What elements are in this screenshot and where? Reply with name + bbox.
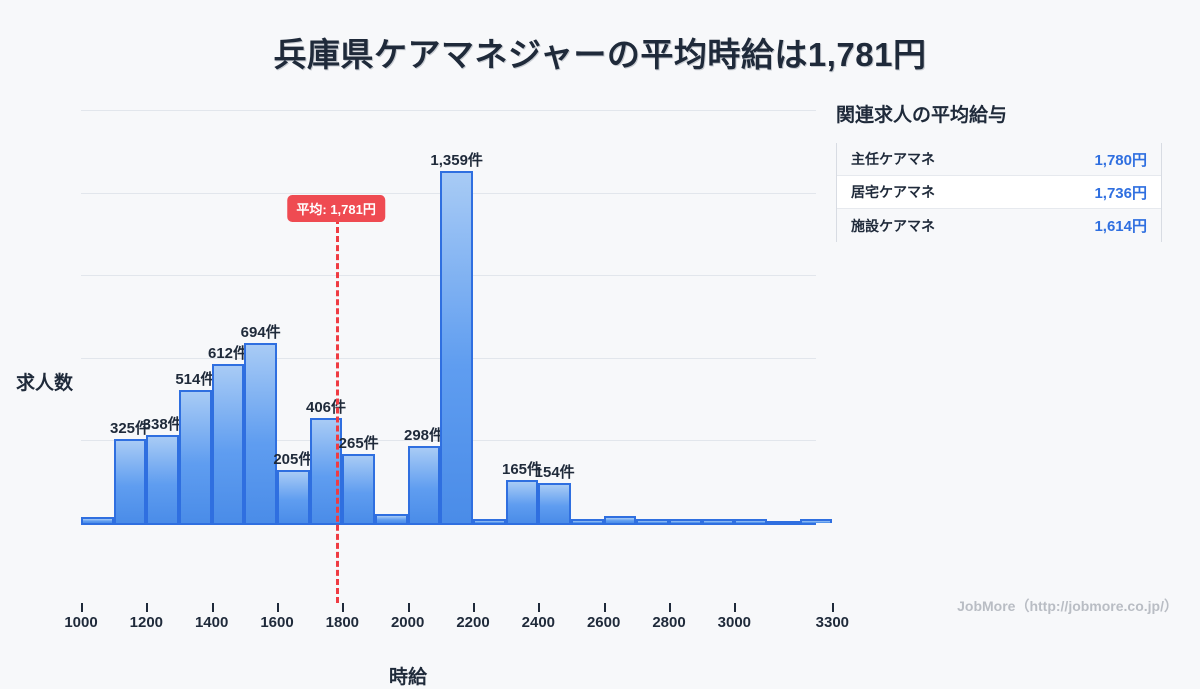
x-tick-label: 2800 xyxy=(652,614,686,631)
x-tick-label: 2600 xyxy=(586,614,621,631)
x-tick-mark xyxy=(407,603,410,612)
x-tick-mark xyxy=(211,603,214,612)
page-title: 兵庫県ケアマネジャーの平均時給は1,781円 xyxy=(273,36,927,73)
histogram-bar xyxy=(799,519,833,523)
x-tick-label: 1200 xyxy=(129,614,164,631)
bar-value-label: 612件 xyxy=(207,345,249,363)
histogram-bar xyxy=(407,445,441,523)
y-axis-label: 求人数 xyxy=(16,373,74,394)
x-tick-label: 3000 xyxy=(717,614,752,631)
salary-row-value: 1,780円 xyxy=(1094,151,1147,169)
salary-table-row[interactable]: 主任ケアマネ 1,780円 xyxy=(837,143,1161,176)
salary-row-name: 居宅ケアマネ xyxy=(851,184,935,200)
bar-value-label: 514件 xyxy=(175,370,216,388)
histogram-bar xyxy=(538,483,571,523)
histogram-chart: 求人数 325件 338件 514件 612件 694件 205件 406件 265件 298件… xyxy=(0,90,849,688)
histogram-bar xyxy=(244,343,277,523)
bar-value-label: 165件 xyxy=(501,461,543,479)
x-tick-label: 1400 xyxy=(194,614,229,631)
x-tick-mark xyxy=(832,603,835,612)
bar-value-label: 154件 xyxy=(534,464,575,482)
histogram-bar xyxy=(375,513,408,523)
x-tick-mark xyxy=(342,603,345,612)
x-tick-mark xyxy=(669,603,671,612)
x-tick-mark xyxy=(146,603,149,612)
bar-value-label: 338件 xyxy=(142,416,183,434)
sidebar-title: 関連求人の平均給与 xyxy=(836,105,1008,126)
bar-value-label: 694件 xyxy=(240,324,281,342)
bar-value-label: 298件 xyxy=(403,426,445,444)
histogram-bar xyxy=(113,438,147,523)
histogram-bar xyxy=(571,519,604,523)
histogram-bar xyxy=(767,521,800,523)
histogram-bar xyxy=(440,171,473,523)
average-badge: 平均: 1,781円 xyxy=(287,195,385,222)
histogram-bar xyxy=(603,516,637,523)
bar-value-label: 205件 xyxy=(273,450,314,468)
gridline xyxy=(81,110,816,111)
histogram-bar xyxy=(179,389,212,523)
histogram-bar xyxy=(473,519,506,523)
histogram-bar xyxy=(669,519,702,523)
histogram-bar xyxy=(342,454,375,523)
x-tick-mark xyxy=(603,603,606,612)
histogram-bar xyxy=(636,519,669,523)
bar-value-label: 1,359件 xyxy=(430,152,483,169)
salary-row-name: 主任ケアマネ xyxy=(851,151,935,167)
x-tick-label: 3300 xyxy=(815,614,850,631)
salary-table-row[interactable]: 居宅ケアマネ 1,736円 xyxy=(837,176,1161,209)
bar-value-label: 325件 xyxy=(109,419,151,437)
histogram-bar xyxy=(505,480,539,523)
salary-table-row[interactable]: 施設ケアマネ 1,614円 xyxy=(837,209,1161,242)
x-tick-label: 1600 xyxy=(260,614,294,631)
histogram-bar xyxy=(734,519,767,523)
plot-area: 325件 338件 514件 612件 694件 205件 406件 265件 298件 1,35… xyxy=(81,100,833,525)
salary-row-value: 1,614円 xyxy=(1094,218,1147,235)
histogram-bar xyxy=(277,469,310,523)
salary-row-name: 施設ケアマネ xyxy=(851,217,935,234)
histogram-bar xyxy=(146,435,179,523)
x-tick-mark xyxy=(473,603,475,612)
x-tick-mark xyxy=(81,603,83,612)
salary-row-value: 1,736円 xyxy=(1094,184,1147,202)
footer-attribution: JobMore（http://jobmore.co.jp/） xyxy=(957,598,1178,614)
x-tick-mark xyxy=(277,603,279,612)
histogram-bar xyxy=(81,517,114,523)
x-tick-label: 2400 xyxy=(521,614,556,631)
x-axis-line xyxy=(81,523,816,525)
x-tick-mark xyxy=(538,603,541,612)
salary-table: 主任ケアマネ 1,780円居宅ケアマネ 1,736円施設ケアマネ 1,614円 xyxy=(836,143,1162,242)
bar-value-label: 406件 xyxy=(305,398,347,416)
x-tick-label: 1800 xyxy=(325,614,360,631)
x-axis-ticks: 1000 1200 1400 1600 1800 2000 2200 2400 2600 2800… xyxy=(64,603,849,633)
x-tick-mark xyxy=(734,603,737,612)
average-line xyxy=(336,218,340,603)
histogram-bar xyxy=(211,364,245,523)
x-tick-label: 2200 xyxy=(456,614,490,631)
related-salary-panel: 関連求人の平均給与 主任ケアマネ 1,780円居宅ケアマネ 1,736円施設ケアマネ… xyxy=(836,100,1166,242)
histogram-bar xyxy=(701,519,735,523)
bar-value-label: 265件 xyxy=(338,435,379,453)
x-tick-label: 1000 xyxy=(64,614,98,631)
x-tick-label: 2000 xyxy=(390,614,425,631)
x-axis-label: 時給 xyxy=(388,667,427,688)
